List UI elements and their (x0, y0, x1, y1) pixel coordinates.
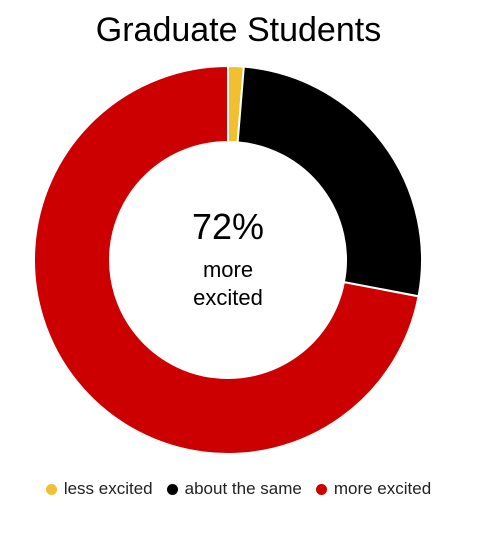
donut-slices (33, 64, 423, 455)
center-percent-label: 72% (191, 206, 265, 247)
legend-marker-less-excited (45, 483, 57, 495)
legend-marker-about-the-same (166, 483, 178, 495)
legend-item-less-excited[interactable]: less excited (45, 478, 153, 500)
donut-slice-more-excited[interactable] (33, 64, 420, 455)
legend-label-less-excited: less excited (63, 479, 153, 498)
center-label-line-1: more (202, 257, 254, 282)
legend-item-more-excited[interactable]: more excited (315, 478, 432, 500)
legend-label-more-excited: more excited (333, 479, 432, 498)
legend-marker-more-excited (315, 483, 327, 495)
chart-title: Graduate Students (95, 11, 382, 49)
center-label-line-2: excited (193, 285, 263, 310)
legend-item-about-the-same[interactable]: about the same (166, 478, 302, 500)
donut-slice-about-the-same[interactable] (236, 65, 423, 298)
legend-label-about-the-same: about the same (184, 479, 302, 498)
chart-legend: less excited about the same more excited (0, 478, 477, 500)
